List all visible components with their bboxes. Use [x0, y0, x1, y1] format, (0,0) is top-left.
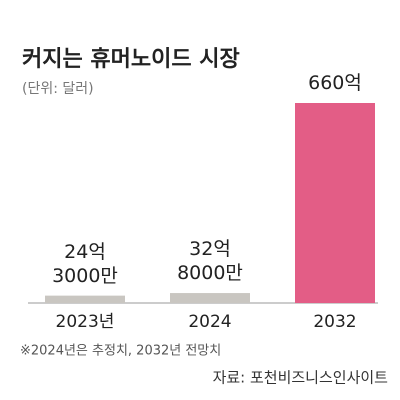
chart-subtitle: (단위: 달러) [22, 81, 94, 97]
value-label: 660억 [308, 72, 362, 94]
source: 자료: 포천비즈니스인사이트 [213, 369, 389, 387]
footnote: ※2024년은 추정치, 2032년 전망치 [20, 344, 221, 359]
value-label: 32억 8000만 [177, 238, 243, 285]
bar [45, 295, 125, 303]
x-tick-label: 2032 [313, 312, 356, 332]
value-label: 24억 3000만 [52, 240, 118, 287]
x-tick-label: 2023년 [56, 312, 115, 332]
x-tick-label: 2024 [188, 312, 231, 332]
bar [295, 103, 375, 303]
bar [170, 293, 250, 303]
chart-title: 커지는 휴머노이드 시장 [22, 47, 240, 72]
